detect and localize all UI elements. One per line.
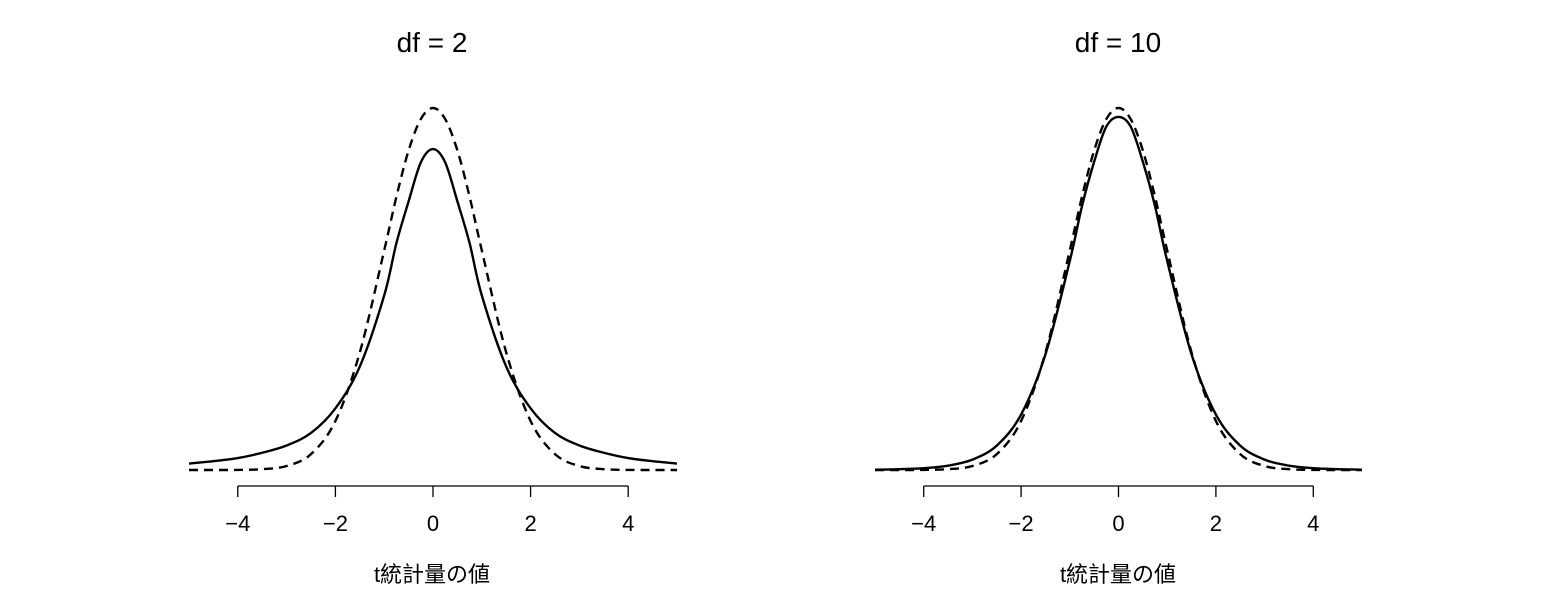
x-axis-label: t統計量の値 <box>1060 562 1176 587</box>
normal-curve-dashed <box>874 106 1363 472</box>
x-tick-label: 2 <box>1210 511 1222 536</box>
x-tick-label: 0 <box>1112 511 1124 536</box>
x-tick-label: 4 <box>1307 511 1319 536</box>
x-tick-label: −4 <box>911 511 936 536</box>
chart-panel-df10: df = 10 −4 −2 0 2 4 t統計量の値 <box>874 27 1363 587</box>
t-distribution-curve <box>874 115 1363 471</box>
chart-panel-df2: df = 2 −4 −2 0 2 4 t統計量の値 <box>188 27 678 587</box>
x-tick-label: −2 <box>1009 511 1034 536</box>
x-tick-label: 2 <box>524 511 536 536</box>
series-layer <box>188 106 678 472</box>
x-axis: −4 −2 0 2 4 <box>225 485 634 536</box>
x-tick-label: 4 <box>622 511 634 536</box>
x-tick-label: −4 <box>225 511 250 536</box>
t-distribution-curve <box>188 147 678 465</box>
x-tick-label: −2 <box>323 511 348 536</box>
x-axis: −4 −2 0 2 4 <box>911 485 1319 536</box>
normal-curve-dashed <box>188 106 678 472</box>
chart-title: df = 10 <box>1075 27 1161 58</box>
x-axis-label: t統計量の値 <box>374 562 490 587</box>
x-tick-label: 0 <box>427 511 439 536</box>
chart-title: df = 2 <box>397 27 468 58</box>
series-layer <box>874 106 1363 472</box>
